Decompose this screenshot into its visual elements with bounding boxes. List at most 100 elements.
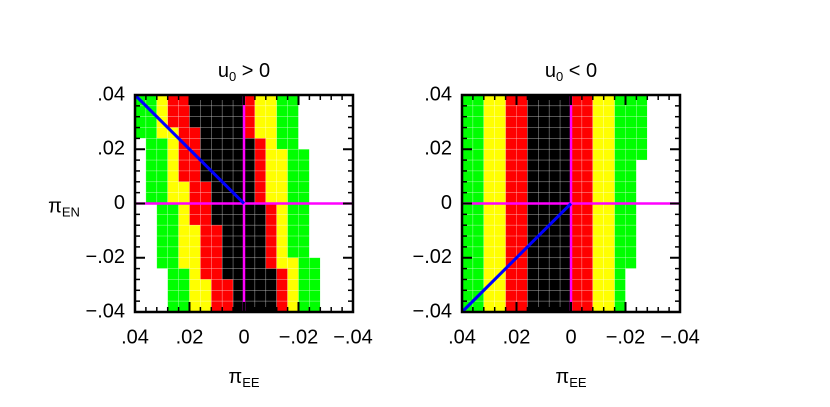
- cell: [494, 257, 506, 269]
- cell: [625, 224, 637, 237]
- cell: [298, 170, 310, 183]
- cell: [167, 116, 179, 128]
- cell: [319, 148, 332, 161]
- cell: [232, 181, 245, 193]
- cell: [156, 170, 169, 183]
- cell: [472, 170, 485, 183]
- cell: [668, 94, 681, 107]
- cell: [592, 94, 604, 107]
- cell: [516, 94, 528, 107]
- cell: [298, 148, 310, 161]
- cell: [483, 94, 495, 107]
- cell: [646, 127, 659, 139]
- cell: [614, 246, 626, 259]
- cell: [570, 159, 583, 172]
- cell: [548, 116, 561, 128]
- cell: [276, 289, 288, 302]
- y-tick-label: −.04: [413, 300, 452, 322]
- cell: [145, 170, 158, 183]
- cell: [254, 214, 267, 226]
- cell: [581, 268, 594, 280]
- cell: [243, 214, 256, 226]
- cell: [625, 170, 637, 183]
- cell: [134, 159, 147, 172]
- cell: [287, 159, 299, 172]
- cell: [657, 127, 670, 139]
- cell: [472, 105, 485, 117]
- cell: [461, 235, 474, 248]
- cell: [461, 116, 474, 128]
- cell: [494, 214, 506, 226]
- cell: [483, 300, 495, 313]
- cell: [581, 289, 594, 302]
- cell: [134, 289, 147, 302]
- cell: [254, 94, 267, 107]
- cell: [636, 224, 648, 237]
- cell: [254, 203, 267, 215]
- cell: [559, 148, 572, 161]
- cell: [516, 192, 528, 204]
- cell: [276, 138, 288, 150]
- cell: [461, 214, 474, 226]
- cell: [581, 159, 594, 172]
- cell: [145, 127, 158, 139]
- cell: [178, 170, 190, 183]
- cell: [516, 170, 528, 183]
- x-tick-label: .02: [176, 326, 204, 348]
- cell: [527, 105, 539, 117]
- y-tick-label: .02: [97, 138, 125, 160]
- cell: [265, 289, 277, 302]
- cell: [330, 268, 343, 280]
- cell: [646, 170, 659, 183]
- cell: [178, 181, 190, 193]
- cell: [581, 235, 594, 248]
- cell: [200, 257, 212, 269]
- cell: [581, 192, 594, 204]
- cell: [265, 246, 277, 259]
- cell: [330, 300, 343, 313]
- cell: [276, 224, 288, 237]
- cell: [134, 138, 147, 150]
- cell: [178, 257, 190, 269]
- cell: [156, 203, 169, 215]
- cell: [537, 300, 550, 313]
- cell: [636, 116, 648, 128]
- cell: [254, 170, 267, 183]
- cell: [559, 279, 572, 291]
- cell: [603, 268, 615, 280]
- cell: [254, 257, 267, 269]
- cell: [581, 214, 594, 226]
- cell: [232, 235, 245, 248]
- cell: [189, 279, 201, 291]
- cell: [657, 116, 670, 128]
- cell: [330, 127, 343, 139]
- cell: [167, 181, 179, 193]
- cell: [570, 127, 583, 139]
- cell: [625, 214, 637, 226]
- panel-title-part: u: [545, 60, 556, 82]
- cell: [232, 127, 245, 139]
- cell: [167, 235, 179, 248]
- cell: [516, 203, 528, 215]
- cell: [527, 246, 539, 259]
- cell: [668, 192, 681, 204]
- cell: [243, 116, 256, 128]
- x-tick-label: −.04: [333, 326, 372, 348]
- cell: [189, 214, 201, 226]
- cell: [646, 300, 659, 313]
- cell: [341, 170, 354, 183]
- cell: [636, 203, 648, 215]
- cell: [636, 257, 648, 269]
- cell: [636, 94, 648, 107]
- cell: [309, 289, 321, 302]
- cell: [221, 203, 234, 215]
- cell: [570, 246, 583, 259]
- cell: [592, 170, 604, 183]
- cell: [548, 257, 561, 269]
- cell: [156, 246, 169, 259]
- cell: [505, 203, 517, 215]
- cell: [211, 94, 223, 107]
- cell: [134, 246, 147, 259]
- cell: [548, 127, 561, 139]
